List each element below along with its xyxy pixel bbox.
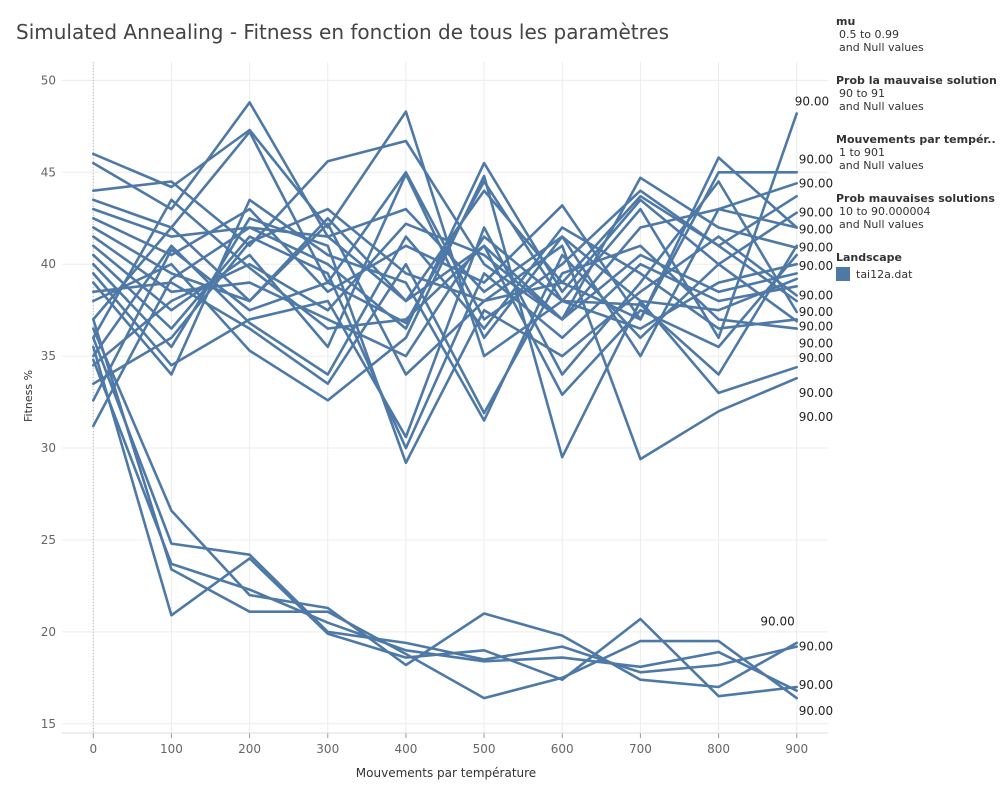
end-value-label: 90.00 <box>799 176 833 190</box>
end-value-label: 90.00 <box>799 704 833 718</box>
filter-null: and Null values <box>839 218 924 231</box>
x-tick-label: 200 <box>238 742 261 756</box>
series-line-22[interactable] <box>92 207 799 428</box>
end-value-label: 90.00 <box>795 94 829 108</box>
series-line-27[interactable] <box>92 358 799 693</box>
filter-null: and Null values <box>839 159 924 172</box>
y-tick-label: 40 <box>41 257 56 271</box>
series-line-19[interactable] <box>92 222 799 367</box>
y-tick-label: 15 <box>41 717 56 731</box>
end-value-label: 90.00 <box>760 615 794 629</box>
y-tick-label: 45 <box>41 165 56 179</box>
y-tick-label: 35 <box>41 349 56 363</box>
filter-range: 10 to 90.000004 <box>839 205 931 218</box>
series-line-23[interactable] <box>92 327 799 689</box>
series-lines <box>92 101 799 700</box>
filter-range: 1 to 901 <box>839 146 886 159</box>
filter-range: 0.5 to 0.99 <box>839 28 900 41</box>
series-line-18[interactable] <box>92 226 799 376</box>
legend-item-tai12a[interactable]: tai12a.dat <box>836 267 996 281</box>
end-value-label: 90.00 <box>799 410 833 424</box>
series-line-6[interactable] <box>92 156 799 321</box>
x-tick-label: 800 <box>707 742 730 756</box>
filter-range: 90 to 91 <box>839 87 886 100</box>
filter-prob-mauvaises-solutions[interactable]: Prob mauvaises solutions 10 to 90.000004… <box>836 192 996 231</box>
end-value-label: 90.00 <box>799 320 833 334</box>
series-line-10[interactable] <box>92 235 799 450</box>
y-tick-label: 20 <box>41 625 56 639</box>
x-tick-label: 300 <box>316 742 339 756</box>
end-value-label: 90.00 <box>799 305 833 319</box>
grid-lines <box>62 62 828 733</box>
series-line-26[interactable] <box>92 318 799 700</box>
series-line-24[interactable] <box>92 336 799 674</box>
filter-title: Mouvements par tempér.. <box>836 133 996 146</box>
end-value-label: 90.00 <box>799 222 833 236</box>
y-tick-label: 25 <box>41 533 56 547</box>
x-tick-label: 500 <box>473 742 496 756</box>
end-value-label: 90.00 <box>799 241 833 255</box>
x-tick-label: 0 <box>89 742 97 756</box>
end-value-label: 90.00 <box>799 640 833 654</box>
filter-title: mu <box>836 15 856 28</box>
x-tick-label: 600 <box>551 742 574 756</box>
legend-item-label: tai12a.dat <box>856 267 913 281</box>
end-value-label: 90.00 <box>799 206 833 220</box>
end-value-label: 90.00 <box>799 288 833 302</box>
end-value-label: 90.00 <box>799 386 833 400</box>
legend-landscape-title: Landscape <box>836 251 902 264</box>
filter-prob-la-mauvaise-solution[interactable]: Prob la mauvaise solution 90 to 91 and N… <box>836 74 996 113</box>
filter-null: and Null values <box>839 100 924 113</box>
filter-mu[interactable]: mu 0.5 to 0.99 and Null values <box>836 15 996 54</box>
y-tick-label: 50 <box>41 73 56 87</box>
series-line-20[interactable] <box>92 194 799 386</box>
x-tick-label: 900 <box>785 742 808 756</box>
end-value-label: 90.00 <box>799 351 833 365</box>
series-line-15[interactable] <box>92 174 799 459</box>
y-axis-label: Fitness % <box>22 370 35 422</box>
y-tick-label: 30 <box>41 441 56 455</box>
x-tick-label: 100 <box>160 742 183 756</box>
series-line-25[interactable] <box>92 345 799 698</box>
x-tick-label: 400 <box>394 742 417 756</box>
end-value-label: 90.00 <box>799 678 833 692</box>
filter-null: and Null values <box>839 41 924 54</box>
end-value-label: 90.00 <box>799 259 833 273</box>
filter-title: Prob mauvaises solutions <box>836 192 995 205</box>
end-labels: 90.0090.0090.0090.0090.0090.0090.0090.00… <box>760 94 833 717</box>
end-value-label: 90.00 <box>799 336 833 350</box>
legend-landscape: Landscape tai12a.dat <box>836 251 996 281</box>
legend-swatch <box>836 267 850 281</box>
chart-title: Simulated Annealing - Fitness en fonctio… <box>16 20 670 44</box>
filter-mouvements-par-temperature[interactable]: Mouvements par tempér.. 1 to 901 and Nul… <box>836 133 996 172</box>
end-value-label: 90.00 <box>799 152 833 166</box>
x-axis-label: Mouvements par température <box>356 766 536 780</box>
filter-title: Prob la mauvaise solution <box>836 74 996 87</box>
series-line-12[interactable] <box>92 180 799 439</box>
series-line-16[interactable] <box>92 222 799 461</box>
legend-filters: mu 0.5 to 0.99 and Null values Prob la m… <box>836 15 996 281</box>
x-tick-label: 700 <box>629 742 652 756</box>
